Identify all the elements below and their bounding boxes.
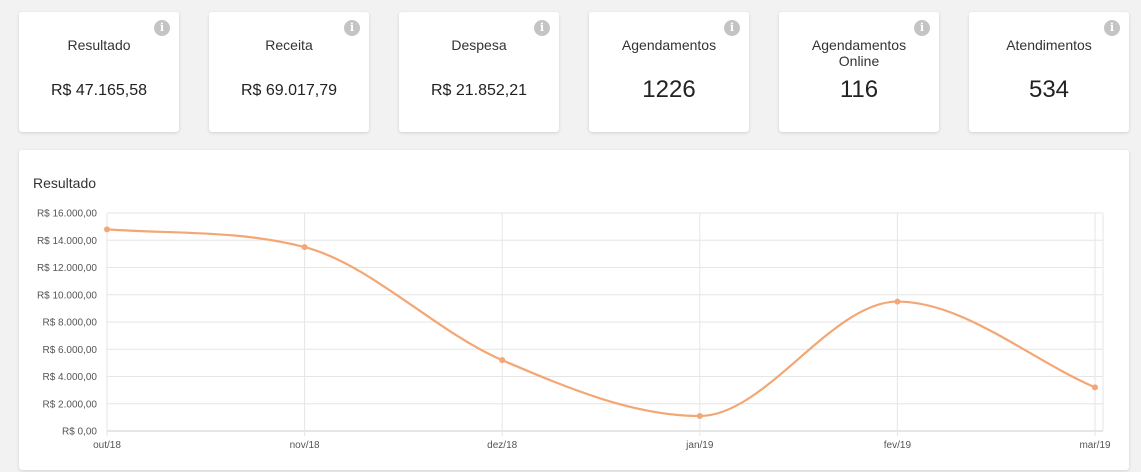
card-atendimentos: i Atendimentos 534 [969, 12, 1129, 132]
info-icon[interactable]: i [534, 20, 550, 36]
data-point[interactable] [1092, 384, 1098, 391]
data-point[interactable] [894, 298, 901, 305]
card-agendamentos-online: i Agendamentos Online 116 [779, 12, 939, 132]
chart-title: Resultado [33, 175, 97, 191]
y-tick-label: R$ 6.000,00 [43, 345, 98, 356]
card-value: R$ 21.852,21 [430, 82, 528, 99]
chart-panel: Resultado R$ 0,00 R$ 2.000,00 R$ 4.000,00 R… [19, 150, 1129, 470]
y-tick-label: R$ 0,00 [62, 427, 97, 438]
x-tick-label: dez/18 [487, 440, 517, 451]
info-icon[interactable]: i [914, 20, 930, 36]
card-value: R$ 69.017,79 [240, 82, 338, 99]
card-label: Resultado [67, 37, 131, 53]
y-tick-label: R$ 10.000,00 [37, 290, 97, 301]
y-tick-label: R$ 16.000,00 [37, 209, 97, 220]
card-despesa: i Despesa R$ 21.852,21 [399, 12, 559, 132]
card-label: Atendimentos [1006, 37, 1092, 53]
info-icon[interactable]: i [1104, 20, 1120, 36]
card-value: R$ 47.165,58 [50, 82, 148, 99]
data-point[interactable] [301, 244, 308, 251]
card-label: Agendamentos [621, 37, 717, 53]
info-icon[interactable]: i [344, 20, 360, 36]
line-chart: R$ 0,00 R$ 2.000,00 R$ 4.000,00 R$ 6.000,00… [37, 209, 1111, 452]
data-point[interactable] [104, 226, 110, 233]
x-tick-label: nov/18 [290, 440, 320, 451]
y-tick-label: R$ 12.000,00 [37, 263, 97, 274]
x-tick-label: jan/19 [685, 440, 714, 451]
card-value: 116 [839, 76, 879, 103]
y-tick-label: R$ 14.000,00 [37, 236, 97, 247]
data-point[interactable] [499, 357, 506, 364]
series-line [105, 228, 1097, 418]
card-value: 534 [1028, 76, 1070, 103]
card-label: Agendamentos Online [811, 37, 907, 69]
y-tick-label: R$ 2.000,00 [43, 399, 98, 410]
card-label: Receita [265, 37, 313, 53]
card-receita: i Receita R$ 69.017,79 [209, 12, 369, 132]
data-point[interactable] [696, 413, 703, 420]
card-agendamentos: i Agendamentos 1226 [589, 12, 749, 132]
x-tick-label: fev/19 [884, 440, 912, 451]
info-icon[interactable]: i [724, 20, 740, 36]
info-icon[interactable]: i [154, 20, 170, 36]
x-tick-label: out/18 [93, 440, 121, 451]
card-label: Despesa [451, 37, 507, 53]
y-tick-label: R$ 4.000,00 [43, 372, 98, 383]
card-resultado: i Resultado R$ 47.165,58 [19, 12, 179, 132]
x-tick-label: mar/19 [1079, 440, 1111, 451]
card-value: 1226 [642, 76, 696, 103]
y-tick-label: R$ 8.000,00 [43, 318, 98, 329]
